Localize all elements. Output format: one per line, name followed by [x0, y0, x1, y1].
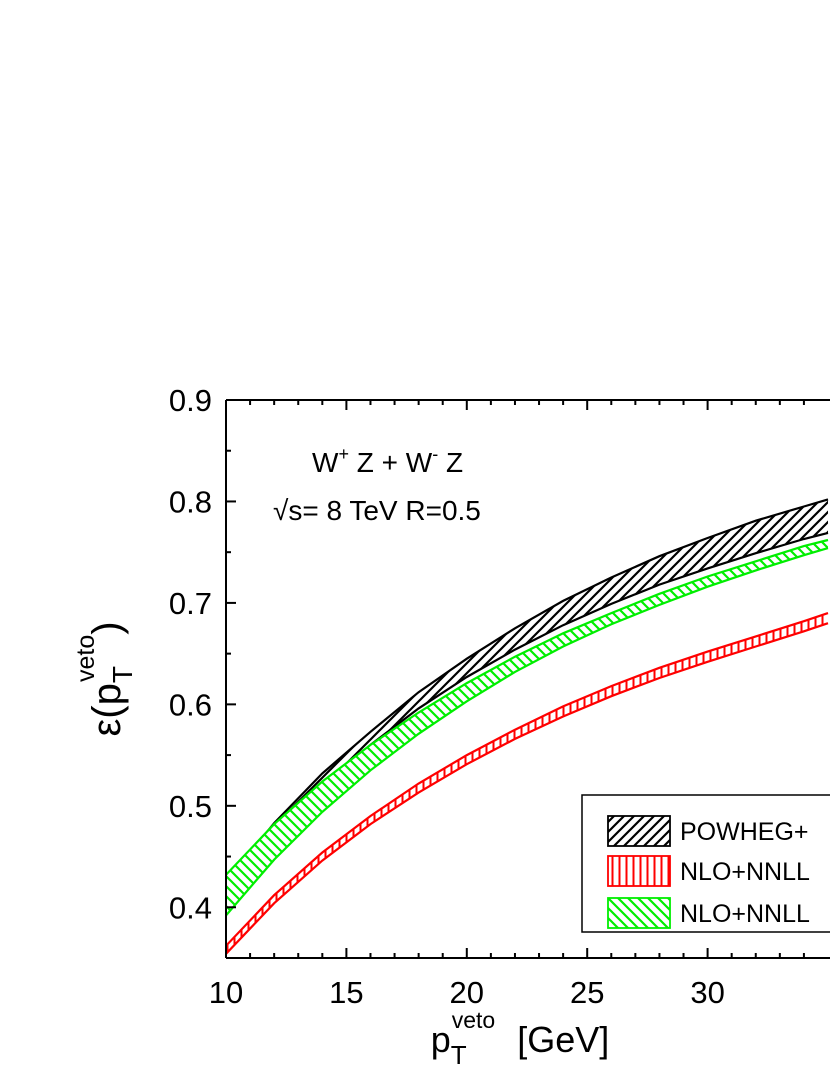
band-2-lower-edge: [226, 622, 829, 955]
x-tick-label: 20: [450, 975, 484, 1010]
band-3-upper-edge: [226, 538, 829, 876]
legend-swatch-1: [607, 815, 671, 847]
legend-swatch-3: [607, 897, 671, 929]
x-axis-label: pTveto [GeV]: [431, 1007, 609, 1070]
y-tick-label: 0.4: [169, 890, 212, 925]
y-tick-label: 0.6: [169, 687, 212, 722]
x-tick-label: 15: [329, 975, 363, 1010]
legend: POWHEG+ NLO+NNLL NLO+NNLL: [581, 794, 830, 933]
legend-swatch-2: [607, 855, 671, 887]
y-axis-label: ε(pTveto): [72, 621, 138, 736]
x-tick-label: 25: [570, 975, 604, 1010]
y-ticks: 0.4 0.5 0.6 0.7 0.8 0.9: [169, 383, 236, 959]
legend-label-3: NLO+NNLL: [680, 900, 810, 928]
band-3-lower-edge: [226, 547, 829, 917]
y-tick-label: 0.7: [169, 586, 212, 621]
x-tick-label: 10: [209, 975, 243, 1010]
annotation-energy: √s= 8 TeV R=0.5: [273, 495, 481, 526]
y-tick-label: 0.8: [169, 484, 212, 519]
y-tick-label: 0.5: [169, 789, 212, 824]
axes: [225, 399, 830, 959]
band-1-upper-edge: [226, 498, 829, 883]
legend-label-1: POWHEG+: [680, 818, 809, 846]
legend-label-2: NLO+NNLL: [680, 858, 810, 886]
x-ticks: 10 15 20 25 30: [209, 400, 805, 1010]
y-tick-label: 0.9: [169, 383, 212, 418]
band-2-upper-edge: [226, 612, 829, 947]
bands: [226, 498, 829, 955]
band-1: [226, 499, 828, 903]
annotation-process: W+ Z + W- Z: [312, 444, 463, 478]
x-tick-label: 30: [690, 975, 724, 1010]
